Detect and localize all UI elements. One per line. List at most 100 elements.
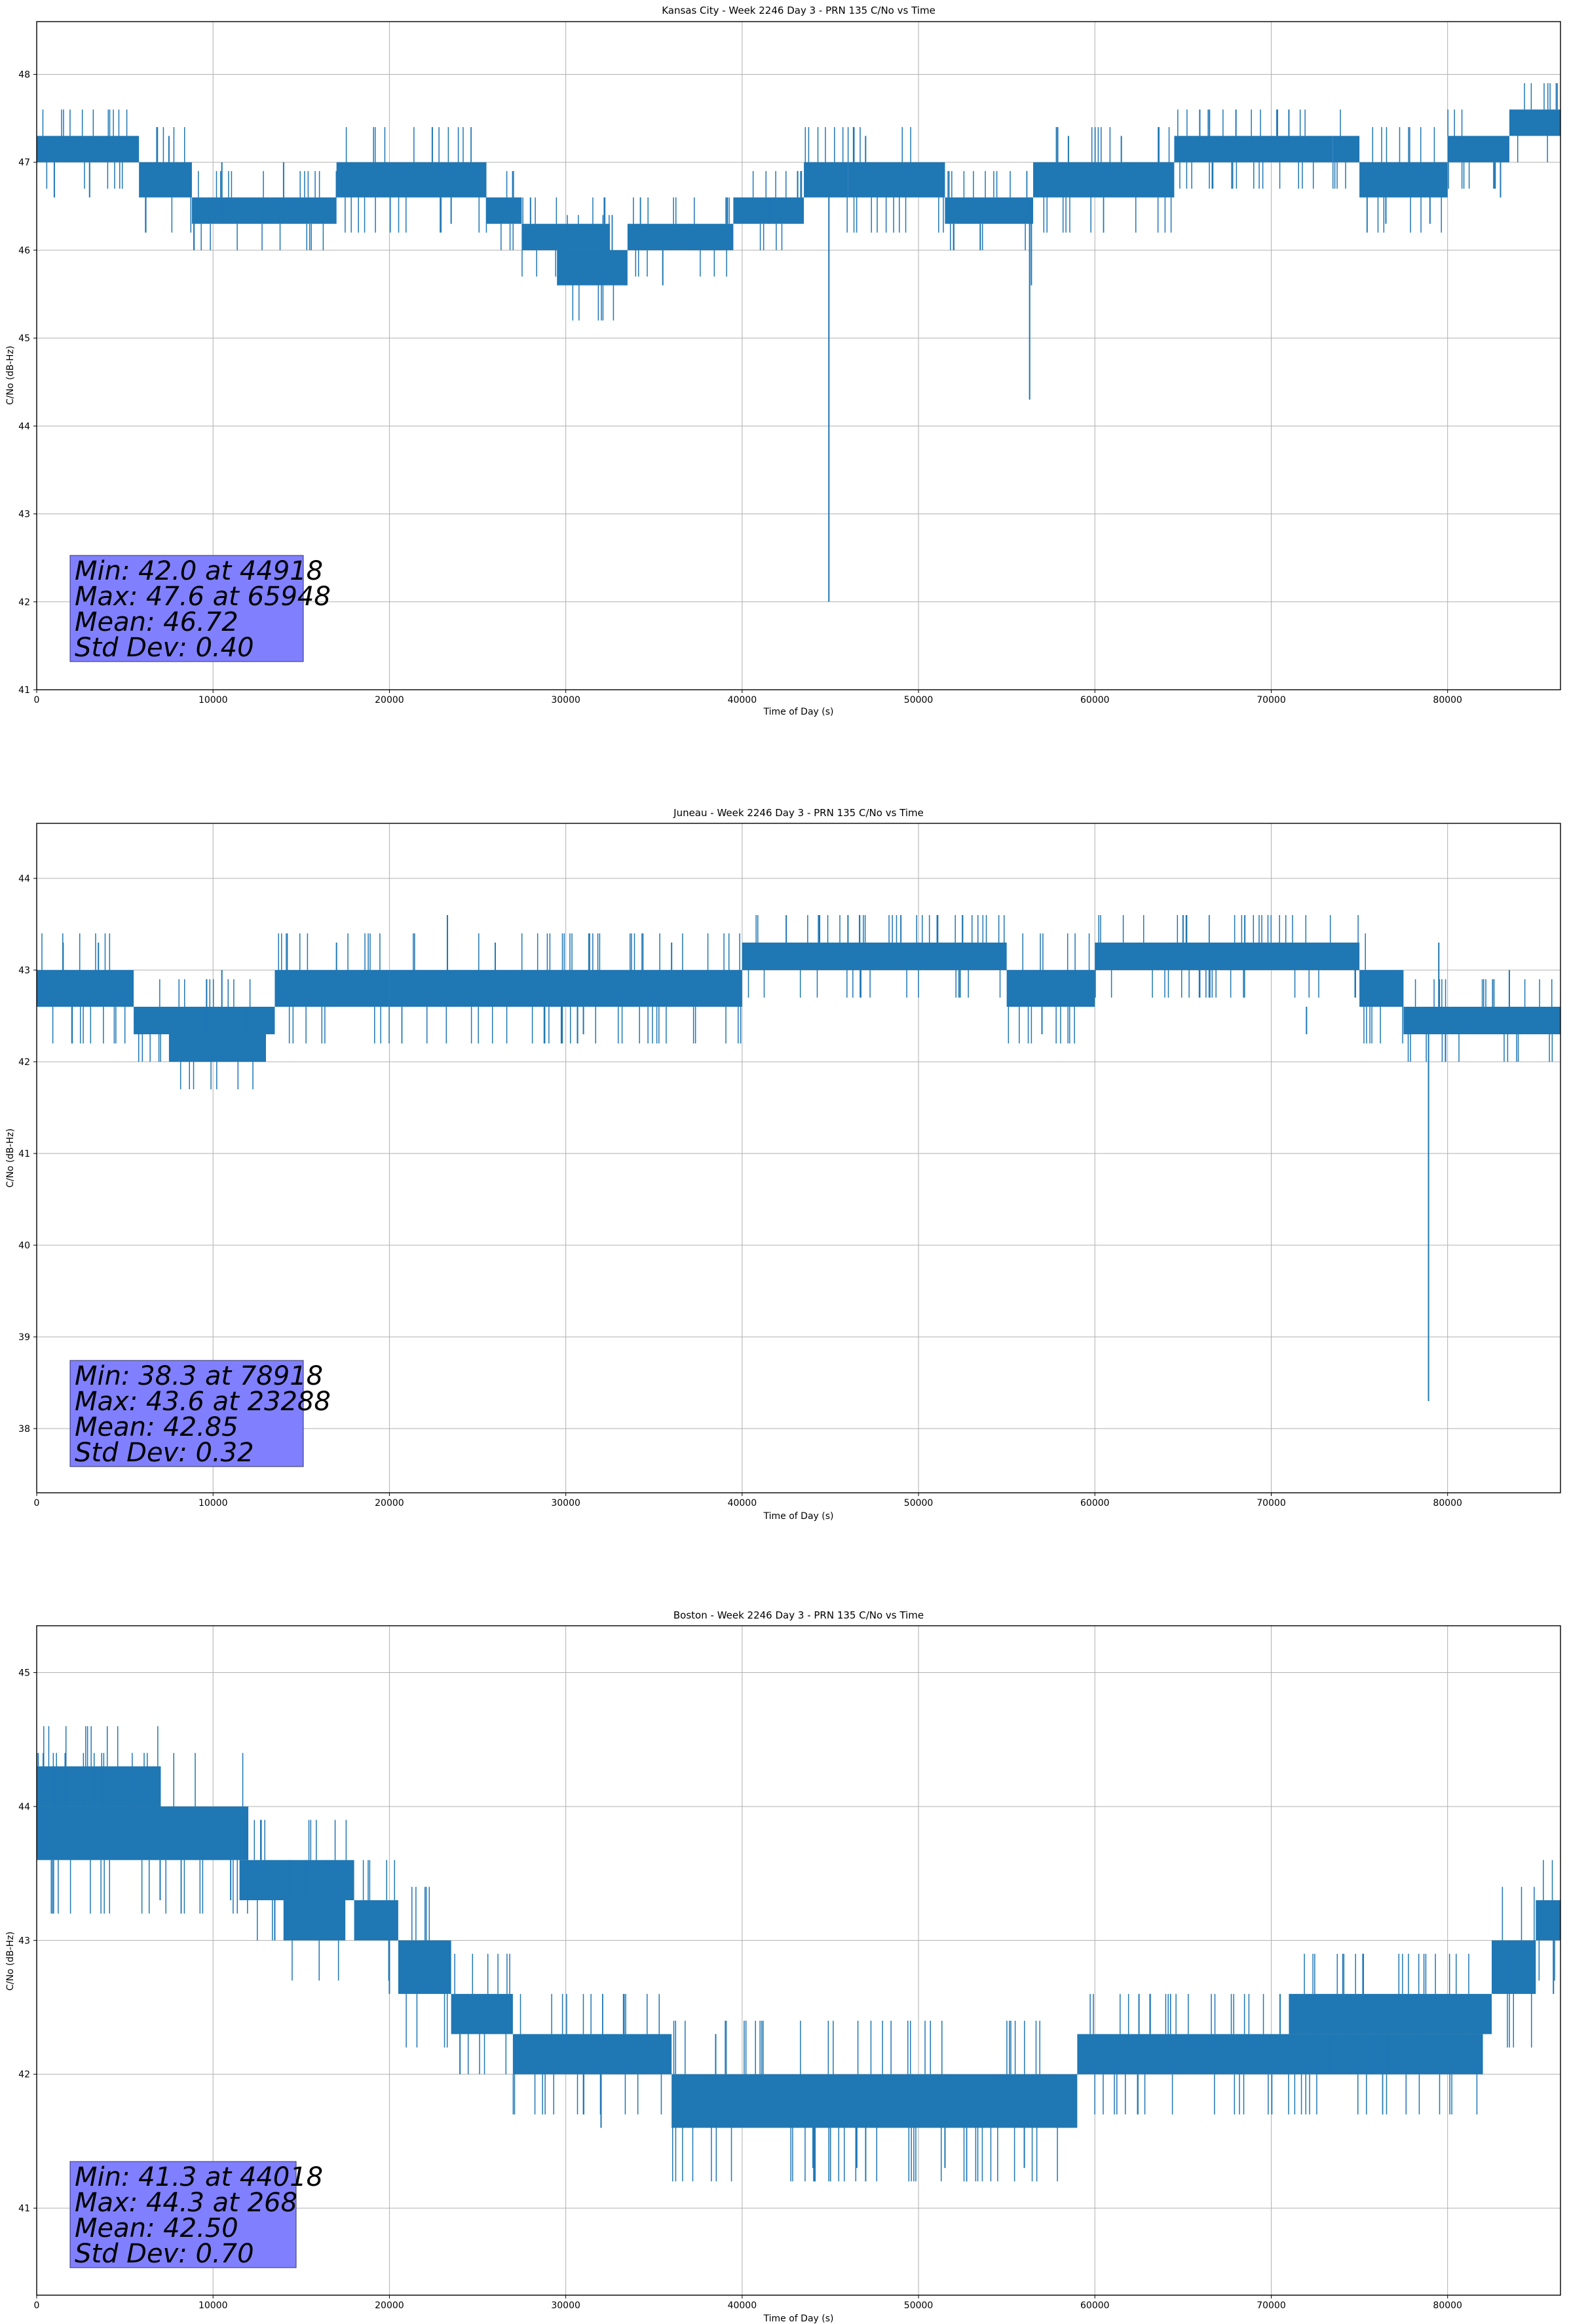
y-tick-label: 42 xyxy=(18,597,30,608)
y-tick-label: 42 xyxy=(18,2070,30,2080)
series-band xyxy=(37,970,134,1007)
x-tick-label: 80000 xyxy=(1433,2300,1462,2311)
stats-min: Min: 38.3 at 78918 xyxy=(75,1361,323,1391)
series-band xyxy=(1447,136,1509,162)
axis-ticks: 0 10000 20000 30000 40000 50000 60000 70000 8000… xyxy=(18,874,1462,1509)
series-band xyxy=(848,162,945,198)
y-tick-label: 48 xyxy=(18,70,30,81)
y-tick-label: 38 xyxy=(18,1424,30,1434)
series-band xyxy=(627,223,734,250)
y-tick-label: 44 xyxy=(18,1802,30,1812)
series-band xyxy=(804,162,848,198)
chart-title: Kansas City - Week 2246 Day 3 - PRN 135 … xyxy=(662,5,936,16)
y-tick-label: 47 xyxy=(18,158,30,168)
series-band xyxy=(191,197,257,224)
series-band xyxy=(512,2034,672,2074)
stats-mean: Mean: 46.72 xyxy=(75,607,238,637)
x-tick-label: 0 xyxy=(34,1498,40,1509)
stats-max: Max: 47.6 at 65948 xyxy=(75,582,331,612)
series-band xyxy=(1509,109,1560,136)
x-tick-label: 20000 xyxy=(375,695,404,705)
series-band xyxy=(139,162,192,198)
series-band xyxy=(1359,162,1448,198)
juneau-chart: Juneau - Week 2246 Day 3 - PRN 135 C/No … xyxy=(5,807,1561,1522)
series-band xyxy=(389,970,742,1007)
y-tick-label: 45 xyxy=(18,333,30,344)
series-band xyxy=(274,970,390,1007)
chart-title: Juneau - Week 2246 Day 3 - PRN 135 C/No … xyxy=(673,807,924,819)
y-tick-label: 43 xyxy=(18,965,30,976)
x-tick-label: 60000 xyxy=(1080,695,1110,705)
x-tick-label: 70000 xyxy=(1257,695,1286,705)
y-axis-label: C/No (dB-Hz) xyxy=(5,1129,16,1188)
y-tick-label: 43 xyxy=(18,1936,30,1946)
series-band xyxy=(37,1766,161,1807)
x-tick-label: 20000 xyxy=(375,2300,404,2311)
x-tick-label: 50000 xyxy=(904,695,934,705)
series-line xyxy=(37,83,1560,602)
y-tick-label: 44 xyxy=(18,421,30,432)
x-tick-label: 70000 xyxy=(1257,1498,1286,1509)
x-tick-label: 30000 xyxy=(551,1498,580,1509)
series-line xyxy=(36,1726,1560,2182)
y-axis-label: C/No (dB-Hz) xyxy=(5,1932,16,1991)
series-band xyxy=(1077,2034,1483,2074)
x-tick-label: 30000 xyxy=(551,695,580,705)
x-tick-label: 10000 xyxy=(198,1498,228,1509)
series-band xyxy=(283,1900,346,1941)
stats-box xyxy=(69,1360,304,1467)
series-band xyxy=(168,1034,266,1062)
stats-min: Min: 42.0 at 44918 xyxy=(75,556,323,586)
y-tick-label: 45 xyxy=(18,1668,30,1679)
x-tick-label: 50000 xyxy=(904,2300,934,2311)
boston-chart: Boston - Week 2246 Day 3 - PRN 135 C/No … xyxy=(5,1609,1561,2324)
x-tick-label: 50000 xyxy=(904,1498,934,1509)
stats-max: Max: 44.3 at 268 xyxy=(75,2188,297,2218)
grid xyxy=(37,823,1560,1493)
x-tick-label: 70000 xyxy=(1257,2300,1286,2311)
series-band xyxy=(1006,970,1095,1007)
series-band xyxy=(1095,943,1360,970)
stats-mean: Mean: 42.85 xyxy=(75,1412,238,1442)
stats-mean: Mean: 42.50 xyxy=(75,2213,238,2243)
series-band xyxy=(1289,1994,1492,2034)
series-band xyxy=(1536,1900,1560,1941)
series-band xyxy=(945,197,1034,224)
series-band xyxy=(239,1860,354,1901)
x-tick-label: 40000 xyxy=(728,1498,757,1509)
x-axis-label: Time of Day (s) xyxy=(763,707,834,717)
y-tick-label: 41 xyxy=(18,1149,30,1159)
x-tick-label: 80000 xyxy=(1433,695,1462,705)
y-tick-label: 44 xyxy=(18,874,30,884)
series-band xyxy=(398,1940,451,1995)
series-band xyxy=(1359,970,1404,1007)
x-tick-label: 20000 xyxy=(375,1498,404,1509)
x-tick-label: 0 xyxy=(34,695,40,705)
series-band xyxy=(1174,136,1333,162)
axis-ticks: 0 10000 20000 30000 40000 50000 60000 70000 8000… xyxy=(18,1668,1462,2311)
x-axis-label: Time of Day (s) xyxy=(763,1511,834,1522)
plot-frame xyxy=(36,1625,1561,2296)
plot-frame xyxy=(36,21,1561,690)
series-band xyxy=(521,223,610,250)
series-band xyxy=(336,162,487,198)
series-band xyxy=(1403,1007,1560,1034)
y-tick-label: 39 xyxy=(18,1332,30,1343)
series-band xyxy=(1333,136,1360,162)
series-band xyxy=(1033,162,1175,198)
series-band xyxy=(257,197,337,224)
series-line xyxy=(37,915,1560,1401)
plot-frame xyxy=(36,823,1561,1493)
stats-std-dev: Std Dev: 0.70 xyxy=(75,2239,254,2269)
chart-title: Boston - Week 2246 Day 3 - PRN 135 C/No … xyxy=(673,1609,924,1621)
y-tick-label: 40 xyxy=(18,1241,30,1251)
stats-min: Min: 41.3 at 44018 xyxy=(75,2162,323,2192)
y-tick-label: 43 xyxy=(18,510,30,520)
stats-std-dev: Std Dev: 0.40 xyxy=(75,633,254,663)
x-tick-label: 10000 xyxy=(198,695,228,705)
y-tick-label: 41 xyxy=(18,685,30,696)
y-tick-label: 46 xyxy=(18,246,30,256)
series-band xyxy=(1492,1940,1536,1995)
x-tick-label: 10000 xyxy=(198,2300,228,2311)
